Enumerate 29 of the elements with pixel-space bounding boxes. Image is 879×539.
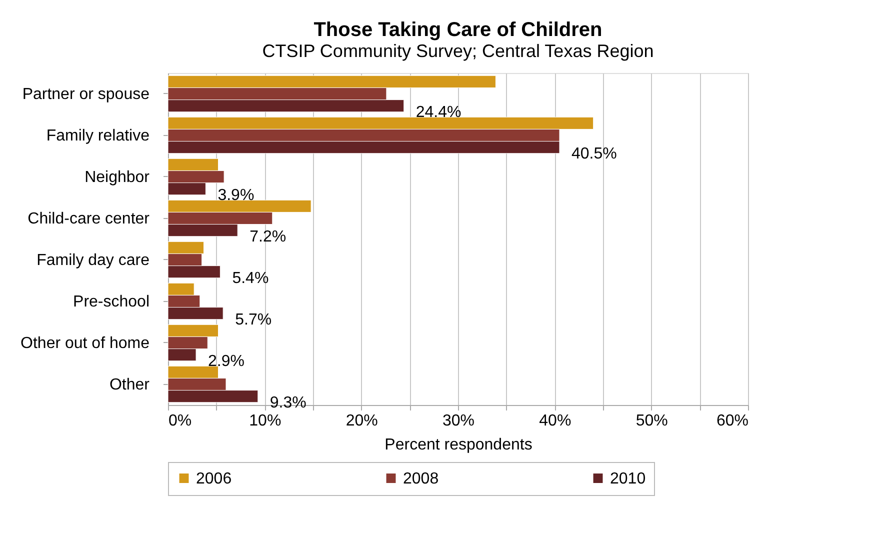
y-tick-label: Child-care center	[28, 210, 150, 228]
y-tick-label: Other	[109, 376, 150, 394]
data-label: 24.4%	[416, 104, 462, 121]
legend-label: 2010	[610, 470, 646, 488]
y-tick-label: Neighbor	[84, 168, 150, 186]
y-tick-label: Partner or spouse	[22, 86, 150, 103]
data-label: 5.4%	[232, 270, 269, 287]
data-label: 3.9%	[218, 186, 254, 204]
x-tick-label: 0%	[168, 412, 192, 430]
y-tick-label: Other out of home	[20, 334, 150, 352]
legend-label: 2006	[196, 470, 232, 488]
data-label: 7.2%	[250, 228, 286, 246]
x-tick-label: 10%	[249, 412, 282, 430]
data-label: 5.7%	[235, 311, 272, 328]
y-tick-label: Family day care	[36, 252, 150, 269]
chart-subtitle: CTSIP Community Survey; Central Texas Region	[262, 41, 654, 61]
data-label: 40.5%	[572, 145, 617, 162]
data-label: 9.3%	[270, 394, 306, 412]
x-tick-label: 60%	[716, 412, 748, 430]
x-tick-label: 50%	[636, 412, 668, 430]
x-tick-label: 20%	[346, 412, 378, 430]
x-axis-title: Percent respondents	[384, 436, 532, 454]
x-tick-label: 40%	[539, 412, 572, 430]
x-tick-label: 30%	[442, 412, 475, 430]
y-tick-label: Pre-school	[73, 293, 150, 310]
data-label: 2.9%	[208, 352, 244, 370]
y-tick-label: Family relative	[46, 127, 150, 144]
chart-title: Those Taking Care of Children	[314, 19, 602, 41]
legend-label: 2008	[403, 470, 439, 488]
